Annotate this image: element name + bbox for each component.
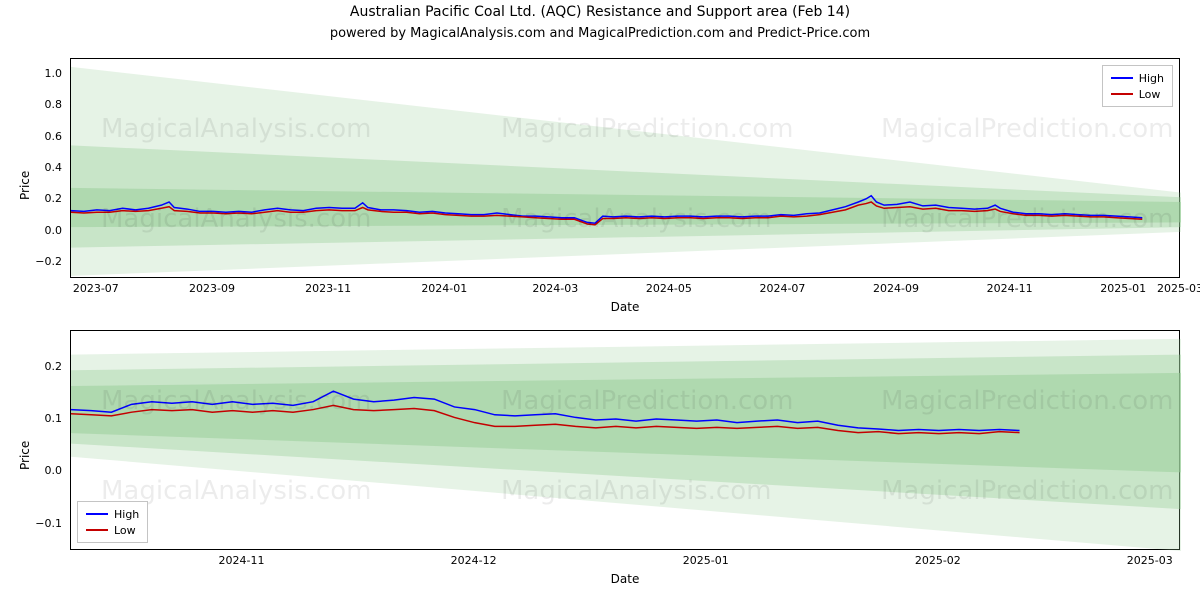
bottom-chart-panel: MagicalAnalysis.com MagicalPrediction.co… [70,330,1180,550]
y-tick-labels: −0.2 0.0 0.2 0.4 0.6 0.8 1.0 [0,58,66,278]
y-tick-label: 0.2 [12,192,62,205]
top-chart-svg [71,59,1181,279]
y-tick-label: 0.0 [12,224,62,237]
x-tick-label: 2024-11 [975,282,1045,295]
legend-item: Low [86,522,139,538]
y-tick-label: 0.1 [12,412,62,425]
chart-title: Australian Pacific Coal Ltd. (AQC) Resis… [0,4,1200,20]
legend-item: High [1111,70,1164,86]
x-tick-label: 2025-02 [903,554,973,567]
legend-item: High [86,506,139,522]
legend-item: Low [1111,86,1164,102]
x-tick-label: 2025-03 [1145,282,1200,295]
x-tick-label: 2024-05 [634,282,704,295]
x-tick-label: 2024-12 [439,554,509,567]
legend-label: Low [1139,88,1161,101]
y-tick-label: −0.1 [12,517,62,530]
x-tick-label: 2025-01 [671,554,741,567]
x-tick-label: 2025-03 [1115,554,1185,567]
top-chart-panel: MagicalAnalysis.com MagicalPrediction.co… [70,58,1180,278]
x-tick-label: 2024-07 [747,282,817,295]
legend-swatch [1111,93,1133,95]
legend-label: High [114,508,139,521]
x-tick-label: 2023-07 [61,282,131,295]
bottom-chart-svg [71,331,1181,551]
x-tick-label: 2024-11 [207,554,277,567]
legend: High Low [77,501,148,543]
legend-label: Low [114,524,136,537]
legend-swatch [86,529,108,531]
y-tick-label: 0.0 [12,464,62,477]
y-tick-label: 0.8 [12,98,62,111]
y-tick-label: 0.2 [12,360,62,373]
x-tick-labels: 2023-072023-092023-112024-012024-032024-… [70,282,1180,298]
x-tick-label: 2023-09 [177,282,247,295]
y-tick-label: 0.6 [12,130,62,143]
legend-swatch [1111,77,1133,79]
y-tick-label: 1.0 [12,67,62,80]
x-tick-label: 2024-01 [409,282,479,295]
legend-swatch [86,513,108,515]
legend: High Low [1102,65,1173,107]
y-tick-label: 0.4 [12,161,62,174]
figure: Australian Pacific Coal Ltd. (AQC) Resis… [0,0,1200,600]
x-tick-label: 2023-11 [293,282,363,295]
y-tick-labels: −0.1 0.0 0.1 0.2 [0,330,66,550]
x-axis-label: Date [70,572,1180,586]
x-tick-label: 2024-09 [861,282,931,295]
legend-label: High [1139,72,1164,85]
x-tick-labels: 2024-112024-122025-012025-022025-03 [70,554,1180,570]
chart-subtitle: powered by MagicalAnalysis.com and Magic… [0,26,1200,41]
x-axis-label: Date [70,300,1180,314]
x-tick-label: 2024-03 [520,282,590,295]
y-tick-label: −0.2 [12,255,62,268]
